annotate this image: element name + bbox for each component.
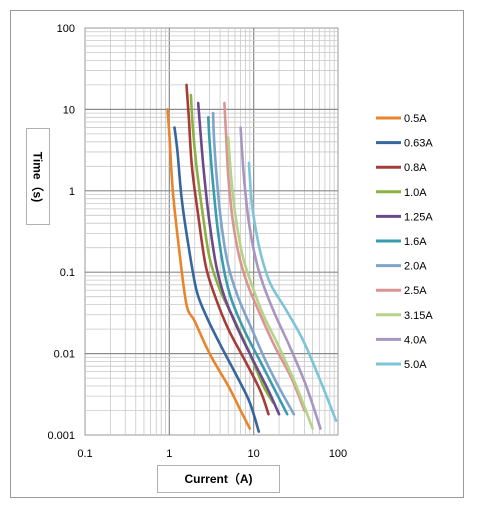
- y-tick-label: 0.001: [47, 430, 75, 442]
- series-line-0.5A: [166, 108, 252, 430]
- series-layer: [166, 83, 338, 433]
- y-axis-title: Time（s): [30, 151, 45, 202]
- legend-label: 1.6A: [404, 236, 427, 248]
- x-axis-title: Current（A): [157, 465, 280, 493]
- series-line-2.5A: [223, 101, 306, 412]
- y-tick-label: 100: [57, 23, 75, 35]
- legend-label: 0.63A: [404, 138, 433, 150]
- series-line-0.8A: [185, 83, 270, 416]
- legend-label: 3.15A: [404, 310, 433, 322]
- x-tick-label: 10: [248, 448, 260, 460]
- legend-label: 1.0A: [404, 187, 427, 199]
- y-tick-label: 0.1: [60, 267, 75, 279]
- legend-label: 2.5A: [404, 285, 427, 297]
- series-line-5.0A: [247, 161, 338, 422]
- y-tick-label: 1: [69, 186, 75, 198]
- y-axis-title-box: Time（s): [26, 128, 50, 225]
- legend: 0.5A 0.63A 0.8A 1.0A 1.25A 1.6A 2.0A 2.5A 3.15A 4…: [376, 113, 433, 371]
- legend-label: 0.5A: [404, 113, 427, 125]
- series-line-4.0A: [239, 126, 322, 430]
- y-tick-label: 0.01: [54, 349, 75, 361]
- series-line-2.0A: [211, 111, 296, 416]
- series-line-1.6A: [207, 116, 289, 416]
- x-tick-label: 0.1: [77, 448, 92, 460]
- series-line-3.15A: [227, 136, 314, 430]
- legend-label: 2.0A: [404, 261, 427, 273]
- legend-label: 5.0A: [404, 359, 427, 371]
- x-tick-label: 1: [166, 448, 172, 460]
- series-line-0.63A: [173, 126, 261, 433]
- legend-label: 4.0A: [404, 334, 427, 346]
- series-line-1.25A: [196, 101, 281, 416]
- tick-labels: 0.1 1 10 100 0.001 0.01 0.1 1 10 100: [47, 23, 347, 460]
- x-tick-label: 100: [329, 448, 347, 460]
- legend-label: 1.25A: [404, 211, 433, 223]
- y-tick-label: 10: [63, 104, 75, 116]
- series-line-1.0A: [189, 93, 275, 404]
- legend-label: 0.8A: [404, 162, 427, 174]
